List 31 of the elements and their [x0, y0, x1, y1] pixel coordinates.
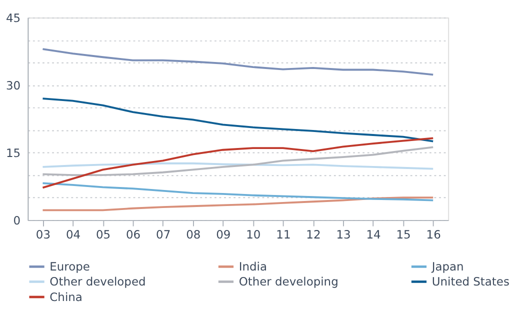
y-tick-label: 15 — [6, 146, 21, 160]
line-series — [42, 137, 434, 189]
legend-label: Other developing — [238, 274, 338, 289]
y-tick-label: 0 — [13, 213, 21, 228]
legend-label: Japan — [430, 259, 464, 274]
x-tick-label: 10 — [246, 228, 261, 242]
legend-label: India — [238, 259, 267, 274]
x-tick-label: 16 — [426, 228, 441, 242]
x-tick-label: 05 — [96, 228, 111, 242]
x-tick-label: 13 — [336, 228, 351, 242]
x-tick-label: 03 — [36, 228, 50, 242]
x-tick-label: 12 — [306, 228, 321, 242]
line-series — [42, 182, 434, 202]
x-tick-label: 04 — [66, 228, 81, 242]
x-tick-label: 15 — [396, 228, 411, 242]
x-tick-label: 09 — [216, 228, 231, 242]
x-tick-label: 11 — [276, 228, 291, 242]
x-tick-label: 06 — [126, 228, 141, 242]
x-tick-label: 14 — [366, 228, 381, 242]
legend-label: Europe — [50, 259, 90, 274]
line-series — [42, 196, 434, 212]
y-tick-label: 45 — [6, 10, 21, 25]
x-tick-label: 07 — [156, 228, 171, 242]
legend-label: Other developed — [50, 274, 146, 289]
line-series — [42, 98, 434, 142]
line-series — [42, 48, 434, 76]
x-tick-label: 08 — [186, 228, 201, 242]
y-tick-label: 30 — [6, 78, 21, 92]
line-series — [42, 146, 434, 176]
legend-label: China — [50, 290, 82, 304]
legend-label: United States — [432, 274, 510, 289]
